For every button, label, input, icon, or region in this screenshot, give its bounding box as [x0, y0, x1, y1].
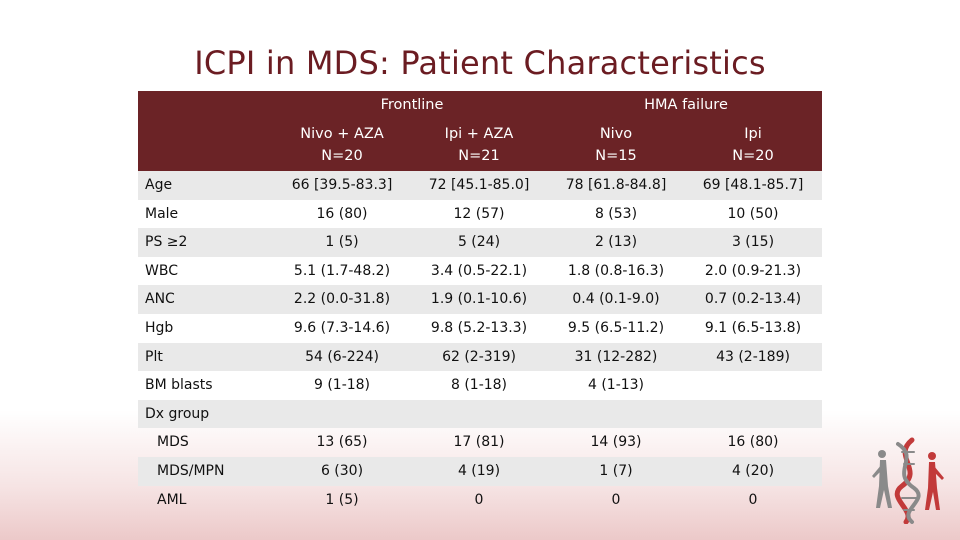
slide-title: ICPI in MDS: Patient Characteristics: [194, 44, 766, 82]
group-header-frontline: Frontline: [380, 97, 444, 113]
table-row: PS ≥2 1 (5) 5 (24) 2 (13) 3 (15): [138, 228, 822, 257]
column-header: Nivo N=15: [556, 123, 676, 167]
table-row: Dx group: [138, 399, 822, 429]
table-cell: 9.5 (6.5-11.2): [567, 320, 665, 336]
row-label: PS ≥2: [145, 234, 188, 251]
table-cell: 8 (53): [594, 205, 638, 222]
group-header-hma-failure: HMA failure: [644, 97, 728, 113]
table-row: Plt 54 (6-224) 62 (2-319) 31 (12-282) 43 (2-…: [138, 342, 822, 372]
table-row: MDS/MPN 6 (30) 4 (19) 1 (7) 4 (20): [138, 457, 822, 486]
row-label: MDS: [157, 434, 189, 451]
table-cell: 0: [748, 491, 758, 508]
table-cell: 1.9 (0.1-10.6): [430, 291, 528, 308]
table-row: ANC 2.2 (0.0-31.8) 1.9 (0.1-10.6) 0.4 (0.1-…: [138, 285, 822, 314]
table-header: Frontline HMA failure Nivo + AZA N=20 Ip…: [138, 91, 822, 171]
table-cell: 2.0 (0.9-21.3): [704, 262, 802, 279]
row-label: Male: [145, 205, 179, 222]
table-cell: 2.2 (0.0-31.8): [293, 291, 391, 308]
table-cell: 16 (80): [727, 434, 779, 451]
table-cell: 9.1 (6.5-13.8): [704, 320, 802, 336]
table-cell: 69 [48.1-85.7]: [702, 177, 804, 193]
table-cell: 72 [45.1-85.0]: [428, 177, 530, 193]
table-cell: 0.7 (0.2-13.4): [704, 291, 802, 308]
column-header-name: Nivo + AZA: [300, 126, 384, 142]
table-cell: 3 (15): [731, 234, 775, 251]
table-row: Hgb 9.6 (7.3-14.6) 9.8 (5.2-13.3) 9.5 (6.5-…: [138, 314, 822, 343]
table-cell: 31 (12-282): [574, 348, 658, 365]
table-cell: 9.8 (5.2-13.3): [430, 320, 528, 336]
table-cell: 3.4 (0.5-22.1): [430, 262, 528, 279]
table-cell: 66 [39.5-83.3]: [291, 177, 393, 193]
table-cell: 4 (20): [731, 463, 775, 479]
row-label: BM blasts: [145, 377, 213, 394]
table-cell: 1.8 (0.8-16.3): [567, 262, 665, 279]
dna-figure-logo-icon: [872, 437, 944, 524]
column-header: Ipi N=20: [693, 123, 813, 167]
table-cell: 13 (65): [316, 434, 368, 451]
column-header-n: N=15: [595, 148, 637, 164]
table-row: WBC 5.1 (1.7-48.2) 3.4 (0.5-22.1) 1.8 (0.8-…: [138, 257, 822, 286]
table-cell: 17 (81): [453, 434, 505, 451]
table-cell: 8 (1-18): [450, 377, 508, 394]
row-label: MDS/MPN: [157, 463, 225, 479]
column-header-n: N=21: [458, 148, 500, 164]
table-cell: 4 (1-13): [587, 377, 645, 394]
table-cell: 54 (6-224): [305, 348, 379, 365]
table-cell: 2 (13): [594, 234, 638, 251]
table-cell: 14 (93): [590, 434, 642, 451]
table-cell: 5 (24): [457, 234, 501, 251]
row-label: Plt: [145, 348, 163, 365]
column-header: Nivo + AZA N=20: [282, 123, 402, 167]
table-cell: 0.4 (0.1-9.0): [572, 291, 660, 308]
row-label: Dx group: [145, 405, 210, 422]
table-cell: 1 (5): [325, 234, 359, 251]
row-label: ANC: [145, 291, 175, 308]
table-cell: 43 (2-189): [716, 348, 790, 365]
row-label: AML: [157, 491, 187, 508]
table-cell: 10 (50): [727, 205, 779, 222]
table-cell: 6 (30): [320, 463, 364, 479]
patient-characteristics-table: Frontline HMA failure Nivo + AZA N=20 Ip…: [138, 91, 822, 517]
table-cell: 78 [61.8-84.8]: [565, 177, 667, 193]
table-cell: 1 (7): [599, 463, 633, 479]
row-label: Hgb: [145, 320, 174, 336]
column-header-name: Ipi: [744, 126, 762, 142]
table-cell: 5.1 (1.7-48.2): [293, 262, 391, 279]
table-cell: 16 (80): [316, 205, 368, 222]
row-label: WBC: [145, 262, 178, 279]
column-header-n: N=20: [321, 148, 363, 164]
table-row: BM blasts 9 (1-18) 8 (1-18) 4 (1-13): [138, 371, 822, 400]
table-cell: 4 (19): [457, 463, 501, 479]
column-header: Ipi + AZA N=21: [419, 123, 539, 167]
table-cell: 1 (5): [325, 491, 359, 508]
table-cell: 0: [611, 491, 621, 508]
table-cell: 0: [474, 491, 484, 508]
table-cell: 9.6 (7.3-14.6): [293, 320, 391, 336]
column-header-name: Nivo: [599, 126, 633, 142]
table-cell: 12 (57): [453, 205, 505, 222]
table-row: Age 66 [39.5-83.3] 72 [45.1-85.0] 78 [61.8-…: [138, 171, 822, 200]
table-row: AML 1 (5) 0 0 0: [138, 486, 822, 515]
column-header-n: N=20: [732, 148, 774, 164]
table-row: MDS 13 (65) 17 (81) 14 (93) 16 (80): [138, 428, 822, 457]
table-row: Male 16 (80) 12 (57) 8 (53) 10 (50): [138, 200, 822, 229]
column-header-name: Ipi + AZA: [444, 126, 514, 142]
table-cell: 9 (1-18): [313, 377, 371, 394]
table-cell: 62 (2-319): [442, 348, 516, 365]
row-label: Age: [145, 177, 173, 193]
